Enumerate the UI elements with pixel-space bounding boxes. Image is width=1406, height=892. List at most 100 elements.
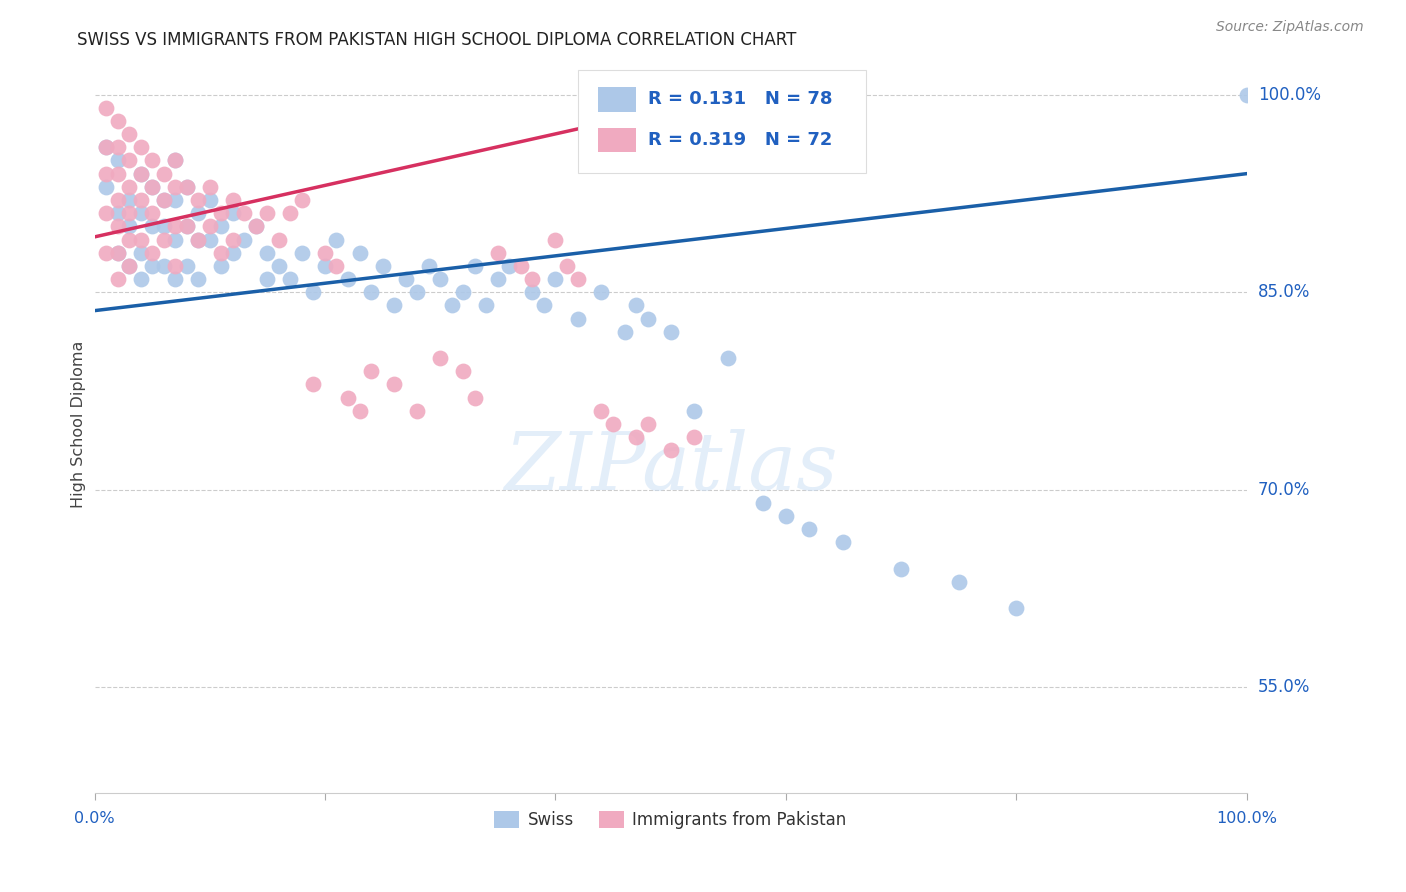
Point bbox=[637, 417, 659, 431]
Point bbox=[94, 167, 117, 181]
Point bbox=[152, 193, 174, 207]
Point bbox=[141, 219, 163, 234]
Point bbox=[107, 193, 129, 207]
Point bbox=[222, 245, 245, 260]
Point bbox=[486, 272, 509, 286]
Point bbox=[118, 259, 141, 273]
Text: 85.0%: 85.0% bbox=[1258, 283, 1310, 301]
Point bbox=[406, 403, 429, 417]
Point bbox=[152, 233, 174, 247]
Point bbox=[429, 351, 451, 365]
Point bbox=[797, 522, 820, 536]
Point bbox=[475, 298, 498, 312]
Point bbox=[94, 179, 117, 194]
Point bbox=[314, 245, 336, 260]
Point bbox=[533, 298, 555, 312]
Point bbox=[141, 179, 163, 194]
Point bbox=[209, 206, 232, 220]
Point bbox=[141, 259, 163, 273]
Point bbox=[451, 364, 474, 378]
Point bbox=[382, 377, 405, 392]
Point bbox=[94, 101, 117, 115]
Point bbox=[141, 153, 163, 168]
Point bbox=[382, 298, 405, 312]
FancyBboxPatch shape bbox=[578, 70, 866, 173]
Point bbox=[94, 245, 117, 260]
Point bbox=[165, 219, 187, 234]
Point bbox=[302, 377, 325, 392]
Point bbox=[751, 496, 773, 510]
Point bbox=[1236, 87, 1258, 102]
Point bbox=[325, 233, 347, 247]
Point bbox=[129, 272, 152, 286]
Point bbox=[165, 193, 187, 207]
Point bbox=[418, 259, 440, 273]
Point bbox=[337, 272, 360, 286]
Point bbox=[291, 193, 314, 207]
Point bbox=[94, 206, 117, 220]
Point bbox=[187, 272, 209, 286]
Point bbox=[152, 193, 174, 207]
Text: Source: ZipAtlas.com: Source: ZipAtlas.com bbox=[1216, 20, 1364, 34]
Point bbox=[209, 219, 232, 234]
Text: 0.0%: 0.0% bbox=[75, 811, 115, 826]
Point bbox=[129, 167, 152, 181]
Point bbox=[948, 574, 970, 589]
Point bbox=[198, 193, 221, 207]
Point bbox=[406, 285, 429, 300]
Point bbox=[591, 403, 613, 417]
FancyBboxPatch shape bbox=[598, 128, 636, 153]
Point bbox=[302, 285, 325, 300]
Point bbox=[1005, 601, 1028, 615]
Point bbox=[233, 233, 256, 247]
Point bbox=[165, 179, 187, 194]
Point bbox=[118, 219, 141, 234]
Point bbox=[256, 272, 278, 286]
Point bbox=[209, 259, 232, 273]
Point bbox=[107, 245, 129, 260]
Point bbox=[118, 127, 141, 141]
Point bbox=[440, 298, 463, 312]
Point bbox=[107, 219, 129, 234]
Point bbox=[567, 272, 589, 286]
Point bbox=[94, 140, 117, 154]
Point bbox=[118, 233, 141, 247]
Point bbox=[682, 430, 704, 444]
Point bbox=[118, 206, 141, 220]
Point bbox=[591, 285, 613, 300]
Point bbox=[245, 219, 267, 234]
Point bbox=[613, 325, 636, 339]
Point bbox=[832, 535, 855, 549]
Point bbox=[775, 509, 797, 524]
Point bbox=[176, 219, 198, 234]
Point bbox=[280, 272, 302, 286]
Point bbox=[624, 430, 647, 444]
Point bbox=[118, 259, 141, 273]
Point bbox=[187, 193, 209, 207]
Point bbox=[486, 245, 509, 260]
Point bbox=[165, 153, 187, 168]
Point bbox=[187, 206, 209, 220]
Point bbox=[107, 272, 129, 286]
Point bbox=[118, 193, 141, 207]
Point bbox=[291, 245, 314, 260]
Point bbox=[349, 245, 371, 260]
Point bbox=[602, 417, 624, 431]
Point bbox=[187, 233, 209, 247]
Point bbox=[176, 179, 198, 194]
Point bbox=[522, 285, 544, 300]
Y-axis label: High School Diploma: High School Diploma bbox=[72, 340, 86, 508]
Text: 100.0%: 100.0% bbox=[1258, 86, 1320, 103]
Text: 100.0%: 100.0% bbox=[1216, 811, 1277, 826]
Point bbox=[129, 206, 152, 220]
Point bbox=[129, 140, 152, 154]
Point bbox=[176, 259, 198, 273]
Point bbox=[464, 391, 486, 405]
Point bbox=[522, 272, 544, 286]
Point bbox=[256, 206, 278, 220]
Point bbox=[659, 325, 682, 339]
Point bbox=[176, 179, 198, 194]
Point bbox=[107, 167, 129, 181]
Point bbox=[325, 259, 347, 273]
Point bbox=[682, 403, 704, 417]
